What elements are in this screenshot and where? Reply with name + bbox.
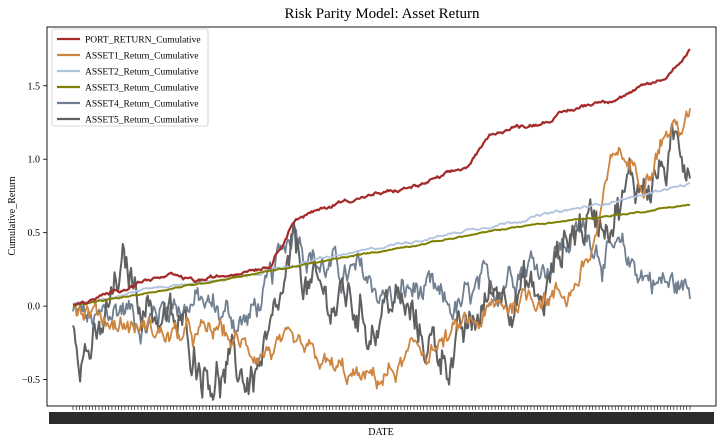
y-axis-label: Cumulative_Return (7, 177, 18, 256)
legend-label: ASSET2_Return_Cumulative (85, 68, 198, 78)
legend-label: ASSET4_Return_Cumulative (85, 100, 198, 110)
x-axis (49, 406, 714, 424)
x-tick-labels-dense (49, 412, 714, 424)
legend-box (51, 28, 209, 127)
series-line-asset5-return-cumulative (72, 122, 691, 401)
chart-title: Risk Parity Model: Asset Return (285, 6, 481, 22)
y-tick-label: 0.0 (28, 302, 41, 313)
y-tick-label: −0.5 (22, 375, 40, 386)
x-axis-label: DATE (368, 427, 394, 438)
series-layer (72, 48, 691, 401)
y-tick-label: 1.5 (28, 81, 41, 92)
series-line-asset4-return-cumulative (72, 218, 691, 345)
series-line-asset1-return-cumulative (72, 108, 691, 390)
legend: PORT_RETURN_Cumulative ASSET1_Return_Cumu… (51, 28, 209, 127)
y-tick-label: 1.0 (28, 155, 41, 166)
series-line-port-return-cumulative (73, 48, 691, 306)
y-axis: −0.5 0.0 0.5 1.0 1.5 (22, 81, 47, 386)
legend-label: PORT_RETURN_Cumulative (85, 36, 201, 46)
legend-label: ASSET3_Return_Cumulative (85, 84, 198, 94)
series-line-asset3-return-cumulative (72, 203, 691, 308)
legend-label: ASSET1_Return_Cumulative (85, 52, 198, 62)
legend-label: ASSET5_Return_Cumulative (85, 116, 198, 126)
y-tick-label: 0.5 (28, 228, 41, 239)
series-line-asset2-return-cumulative (72, 182, 691, 305)
